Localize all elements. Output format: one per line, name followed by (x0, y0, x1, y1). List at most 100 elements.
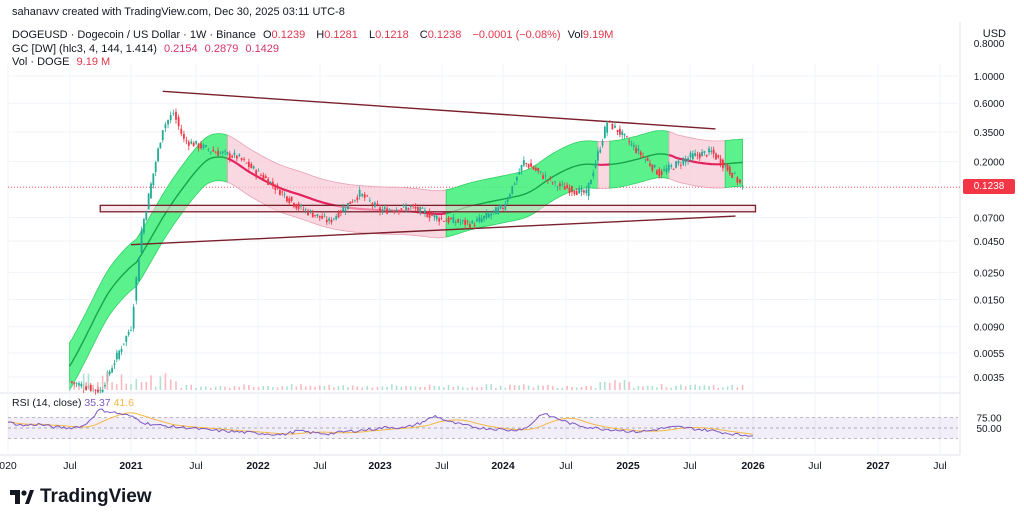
volume-bar (499, 385, 502, 390)
candle-body (518, 171, 521, 175)
candle-body (603, 126, 606, 139)
candle-body (70, 381, 73, 383)
rsi-ma-line (7, 412, 754, 435)
candles (70, 108, 744, 395)
candle-body (511, 185, 514, 194)
candle-body (513, 183, 516, 185)
candle-body (694, 153, 697, 156)
volume-bar (556, 387, 559, 390)
candle-body (739, 179, 741, 183)
candle-body (677, 160, 680, 164)
candle-body (78, 383, 80, 387)
candle-body (132, 306, 135, 329)
candle-body (233, 152, 236, 155)
volume-bar (490, 384, 492, 390)
candle-body (658, 169, 661, 177)
volume-bar (281, 386, 284, 390)
candle-body (344, 209, 347, 212)
candle-body (409, 206, 412, 207)
candle-body (202, 144, 205, 149)
volume-bar (642, 386, 644, 390)
volume-bar (125, 383, 128, 390)
candle-body (587, 182, 590, 197)
candle-body (712, 149, 715, 154)
candle-body (487, 213, 490, 218)
gridlines (0, 22, 961, 456)
candle-body (172, 113, 175, 115)
candle-body (356, 197, 359, 200)
volume-bar (590, 386, 592, 390)
candle-body (445, 220, 448, 222)
candle-body (354, 199, 356, 201)
candle-body (374, 202, 376, 207)
volume-bar (214, 386, 217, 390)
volume-bar (619, 382, 621, 390)
time-tick-label: 2024 (491, 460, 515, 472)
candle-body (594, 163, 597, 168)
candle-body (478, 217, 481, 222)
volume-bar (608, 382, 611, 390)
candle-body (554, 181, 556, 183)
volume-bar (722, 387, 724, 390)
candle-body (262, 174, 265, 180)
candle-body (660, 171, 663, 175)
volume-bar (476, 387, 478, 390)
volume-bar (97, 382, 99, 390)
price-tick-label-partial: 0.8000 (974, 39, 1005, 50)
candle-body (307, 210, 309, 216)
candle-body (302, 209, 305, 211)
volume-bar (130, 384, 132, 390)
candle-body (722, 159, 724, 169)
volume-bar (604, 381, 606, 390)
candle-body (224, 150, 226, 152)
volume-bar (694, 384, 696, 390)
volume-bar (547, 384, 549, 390)
candle-body (159, 142, 162, 149)
volume-bar (366, 385, 369, 390)
volume-bar (527, 385, 530, 390)
volume-bar (68, 381, 71, 390)
candle-body (546, 179, 549, 181)
candle-body (601, 141, 604, 146)
candle-body (556, 186, 559, 188)
candle-body (573, 190, 576, 194)
volume-bar (243, 384, 245, 390)
candle-body (252, 166, 255, 169)
change-value: −0.0001 (−0.08%) (472, 29, 561, 41)
candle-body (412, 205, 415, 207)
candle-body (428, 211, 431, 218)
vol-label: Vol (567, 29, 583, 41)
candle-body (388, 209, 391, 211)
candle-body (386, 208, 388, 214)
candle-body (628, 141, 631, 143)
time-axis[interactable]: 020 Jul 2021 Jul 2022 Jul 2023 Jul 2024 Jul 2025 Ju… (0, 460, 947, 472)
candle-body (679, 164, 682, 166)
candle-body (192, 142, 195, 147)
candle-body (381, 209, 384, 212)
price-axis[interactable]: 1.0000 0.6000 0.3500 0.2000 0.0700 0.0450 0.02… (974, 39, 1005, 384)
volume-bar (433, 385, 436, 390)
currency-label[interactable]: USD (982, 28, 1006, 40)
volume-bar (684, 386, 687, 390)
candle-body (368, 200, 371, 202)
tradingview-logo[interactable]: TradingView (10, 486, 152, 508)
candle-body (209, 151, 212, 153)
price-tick-label: 0.0090 (974, 323, 1005, 334)
candle-body (138, 257, 140, 282)
gc-band-bear (668, 131, 726, 189)
last-price-badge: 0.1238 (963, 179, 1015, 194)
candle-body (195, 140, 198, 144)
volume-bar (309, 385, 312, 390)
candle-body (101, 389, 104, 393)
candle-body (330, 219, 333, 223)
candle-body (616, 129, 619, 133)
ohlc-high: H0.1281 (316, 29, 362, 41)
candle-body (297, 203, 300, 209)
gc-band-bull (445, 140, 599, 238)
support-zone-rect (99, 204, 757, 213)
volume-bar (566, 385, 568, 390)
rsi-ma-value: 41.6 (113, 397, 135, 409)
candle-body (226, 152, 229, 155)
